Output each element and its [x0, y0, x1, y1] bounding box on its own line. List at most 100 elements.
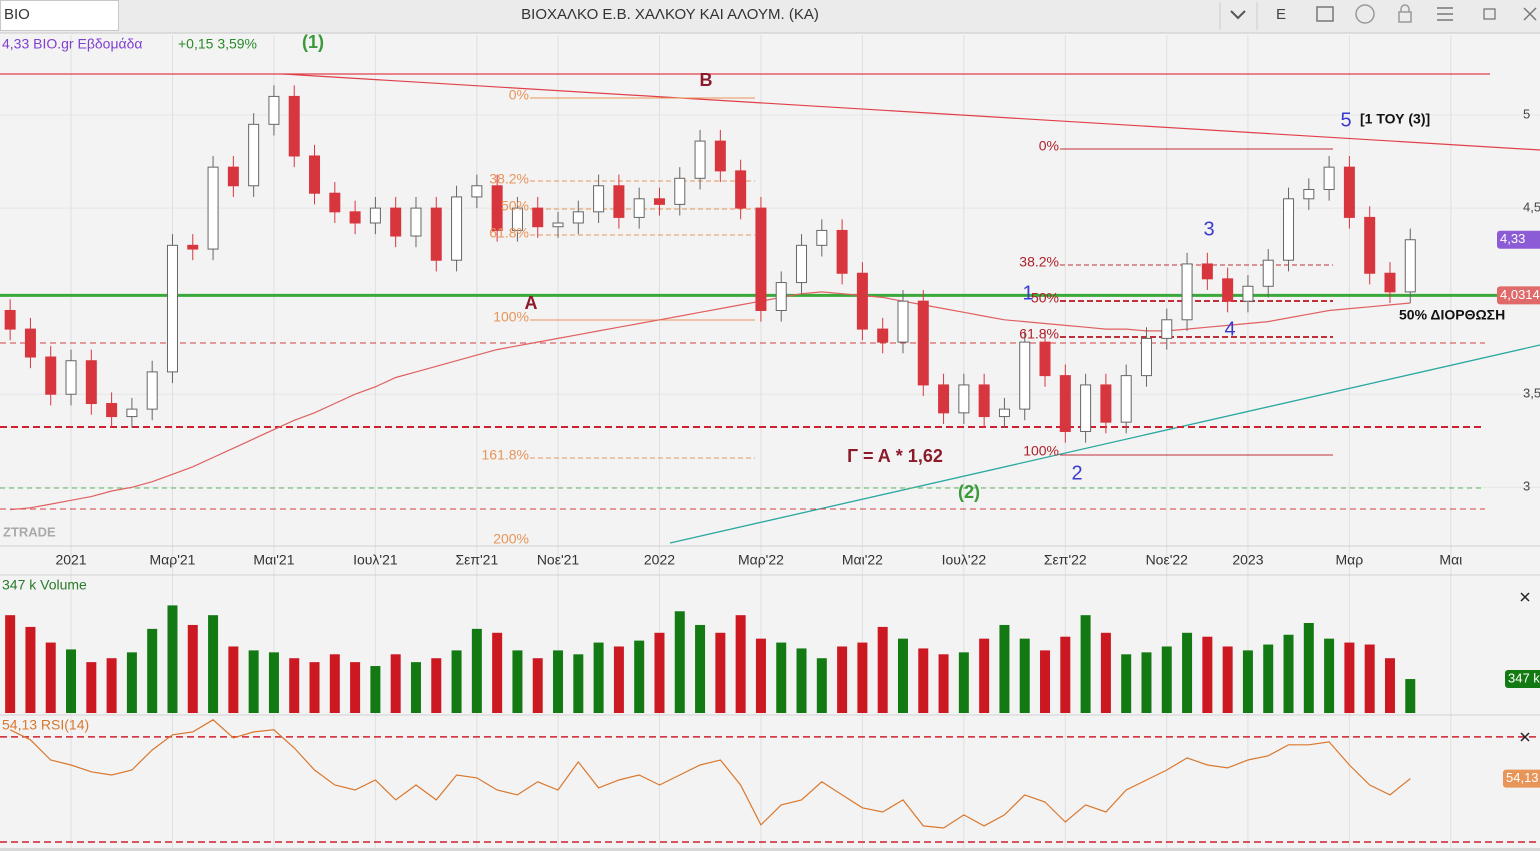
candle-body — [309, 155, 321, 194]
volume-bar — [248, 650, 259, 713]
volume-bar — [1242, 650, 1253, 713]
volume-bar — [106, 658, 117, 713]
candle-body — [978, 384, 990, 418]
volume-bar — [1324, 638, 1335, 713]
volume-bar — [816, 658, 827, 713]
candle-body — [146, 371, 158, 410]
volume-bar — [634, 640, 645, 713]
candle-body — [65, 360, 77, 395]
menu-e[interactable]: E — [1276, 6, 1286, 23]
x-tick-label: 2021 — [55, 552, 86, 568]
candle-body — [248, 123, 260, 187]
volume-bar — [1080, 615, 1091, 713]
volume-bar — [755, 638, 766, 713]
candle-body — [1019, 341, 1031, 410]
symbol-input[interactable] — [0, 0, 119, 31]
volume-bar — [228, 646, 239, 713]
x-tick-label: Μαι'22 — [842, 552, 883, 568]
candle-body — [288, 95, 300, 157]
volume-bar — [187, 624, 198, 713]
volume-bar — [1019, 638, 1030, 713]
candle-body — [491, 185, 503, 231]
lock-icon[interactable] — [1398, 11, 1412, 23]
dropdown-icon[interactable] — [1230, 10, 1246, 20]
x-tick-label: 2023 — [1232, 552, 1263, 568]
volume-bar — [268, 652, 279, 713]
candle-body — [572, 211, 584, 224]
quote-icon[interactable] — [1355, 4, 1375, 24]
candle-body — [471, 185, 483, 198]
candle-body — [775, 282, 787, 311]
volume-bar — [45, 642, 56, 713]
candle-body — [207, 166, 219, 250]
candle-body — [532, 207, 544, 228]
volume-bar — [573, 654, 584, 713]
candle-body — [511, 207, 523, 231]
candle-body — [126, 408, 138, 418]
candle-body — [1161, 319, 1173, 339]
volume-bar — [1263, 644, 1274, 713]
candle-body — [613, 185, 625, 218]
candle-body — [917, 300, 929, 386]
symbol: BIO — [4, 6, 30, 23]
candle-body — [856, 272, 868, 330]
candle-body — [1039, 341, 1051, 377]
candle-body — [227, 166, 239, 187]
candle-body — [998, 408, 1010, 418]
volume-tag — [1505, 670, 1540, 689]
rsi-tag-label: 54,13 — [1506, 770, 1539, 785]
restore-icon[interactable] — [1483, 8, 1496, 20]
candle-body — [4, 309, 16, 330]
annotation: ZTRADE — [3, 524, 56, 539]
lock-shackle — [1400, 4, 1410, 12]
volume-bar — [715, 632, 726, 713]
volume-bar — [167, 605, 178, 713]
volume-bar — [1222, 646, 1233, 713]
panel-icon[interactable] — [1316, 6, 1334, 22]
volume-bar — [1405, 679, 1416, 713]
candle-body — [796, 244, 808, 284]
annotation: 5 — [1340, 109, 1351, 131]
volume-bar — [451, 650, 462, 713]
y-tick-label: 4,5 — [1523, 200, 1540, 215]
candle-body — [836, 229, 848, 274]
close-icon[interactable] — [1523, 7, 1537, 21]
menu-icon[interactable] — [1437, 7, 1453, 21]
volume-bar — [776, 642, 787, 713]
support-trend-line — [669, 344, 1540, 544]
fib-guides-2 — [1060, 148, 1333, 456]
moving-average — [10, 291, 1411, 511]
candle-body — [633, 198, 645, 218]
candle-body — [85, 360, 97, 405]
candle-body — [552, 222, 564, 228]
candle-body — [369, 207, 381, 224]
candle-body — [187, 244, 199, 250]
volume-bar — [999, 624, 1010, 713]
volume-bar — [329, 654, 340, 713]
volume-bar — [735, 615, 746, 713]
volume-title: 347 k Volume — [2, 577, 87, 593]
volume-bar — [796, 648, 807, 713]
annotation: 61.8% — [489, 225, 529, 241]
candle-body — [45, 356, 57, 395]
close-rsi[interactable] — [1520, 732, 1530, 742]
candle-body — [958, 384, 970, 414]
close-volume[interactable] — [1520, 592, 1530, 602]
volume-bar — [25, 626, 36, 713]
volume-bar — [471, 628, 482, 713]
y-tick-label: 3,5 — [1523, 386, 1540, 401]
y-tick-label: 5 — [1523, 106, 1530, 121]
volume-bar — [370, 666, 381, 713]
trend-line — [282, 73, 1540, 151]
x-tick-label: Μαι'21 — [253, 552, 294, 568]
candle-body — [877, 328, 889, 343]
toolbar — [0, 0, 1540, 33]
volume-bar — [897, 638, 908, 713]
candle-body — [1242, 285, 1254, 302]
candle-body — [897, 300, 909, 343]
volume-bar — [695, 624, 706, 713]
volume-bar — [1384, 658, 1395, 713]
candle-body — [329, 192, 341, 213]
